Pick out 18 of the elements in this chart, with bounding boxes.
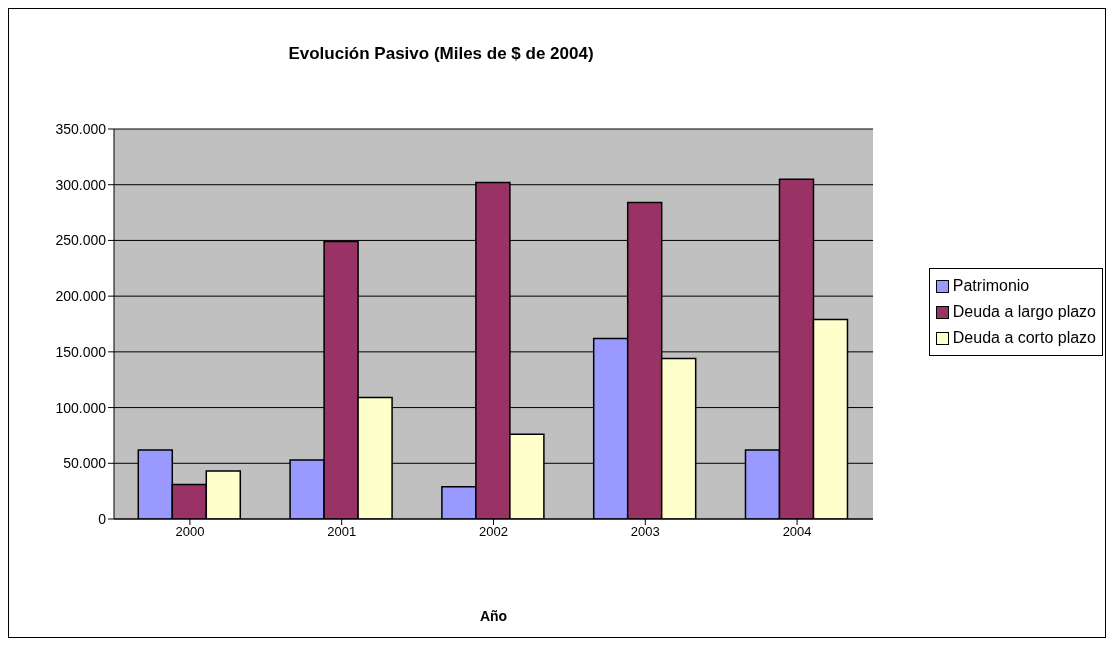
y-tick-label: 150.000 bbox=[55, 343, 107, 360]
x-tick-label: 2001 bbox=[327, 524, 357, 540]
y-tick-label: 100.000 bbox=[55, 399, 107, 416]
legend-label: Deuda a corto plazo bbox=[952, 328, 1096, 348]
x-tick-label: 2003 bbox=[630, 524, 660, 540]
chart-title: Evolución Pasivo (Miles de $ de 2004) bbox=[287, 44, 595, 64]
x-tick-label: 2000 bbox=[175, 524, 205, 540]
y-tick-label: 200.000 bbox=[55, 288, 107, 305]
y-tick-label: 250.000 bbox=[55, 232, 107, 249]
y-tick-label: 350.000 bbox=[55, 120, 107, 137]
y-tick-label: 300.000 bbox=[55, 176, 107, 193]
x-tick-label: 2004 bbox=[782, 524, 812, 540]
x-axis-title: Año bbox=[479, 608, 508, 624]
legend-label: Patrimonio bbox=[952, 276, 1030, 296]
y-tick-label: 0 bbox=[98, 510, 107, 527]
legend-label: Deuda a largo plazo bbox=[952, 302, 1096, 322]
x-tick-label: 2002 bbox=[479, 524, 508, 540]
y-tick-label: 50.000 bbox=[63, 455, 107, 472]
